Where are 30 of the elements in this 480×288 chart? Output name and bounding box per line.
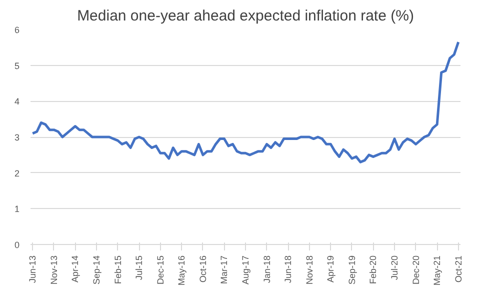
x-tick-label: Jul-20: [390, 255, 400, 280]
x-tick-label: Apr-19: [326, 256, 336, 283]
x-tick-label: Sep-19: [346, 255, 357, 285]
line-series: [31, 40, 460, 164]
x-tick-label: Feb-20: [368, 255, 378, 284]
chart-title: Median one-year ahead expected inflation rate (%): [77, 8, 414, 24]
y-tick-label: 6: [14, 25, 20, 35]
x-tick-label: Dec-15: [155, 255, 166, 285]
x-tick-label: Feb-15: [112, 255, 123, 284]
y-tick-label: 0: [14, 240, 20, 250]
x-tick-label: Sep-14: [91, 255, 102, 285]
x-tick-label: Jan-18: [262, 255, 272, 284]
y-tick-label: 5: [14, 60, 20, 71]
x-tick-label: Aug-17: [240, 255, 250, 285]
x-tick-label: Jun-13: [28, 255, 38, 284]
x-tick-label: Nov-13: [48, 255, 59, 285]
x-tick-label: May-16: [176, 255, 187, 286]
x-tick-label: May-21: [432, 255, 442, 286]
x-tick-label: Jun-18: [283, 255, 294, 284]
x-tick-label: Jul-15: [134, 255, 144, 280]
x-tick-label: Oct-16: [198, 255, 208, 283]
x-tick-label: Mar-17: [219, 255, 230, 284]
y-tick-label: 4: [14, 96, 20, 107]
x-tick-label: Dec-20: [410, 255, 421, 285]
x-tick-label: Oct-21: [453, 255, 464, 283]
x-tick-label: Nov-18: [304, 255, 314, 285]
x-tick-label: Apr-14: [70, 256, 80, 283]
y-tick-label: 2: [14, 168, 20, 178]
y-tick-label: 3: [14, 132, 20, 142]
y-tick-label: 1: [14, 204, 20, 214]
